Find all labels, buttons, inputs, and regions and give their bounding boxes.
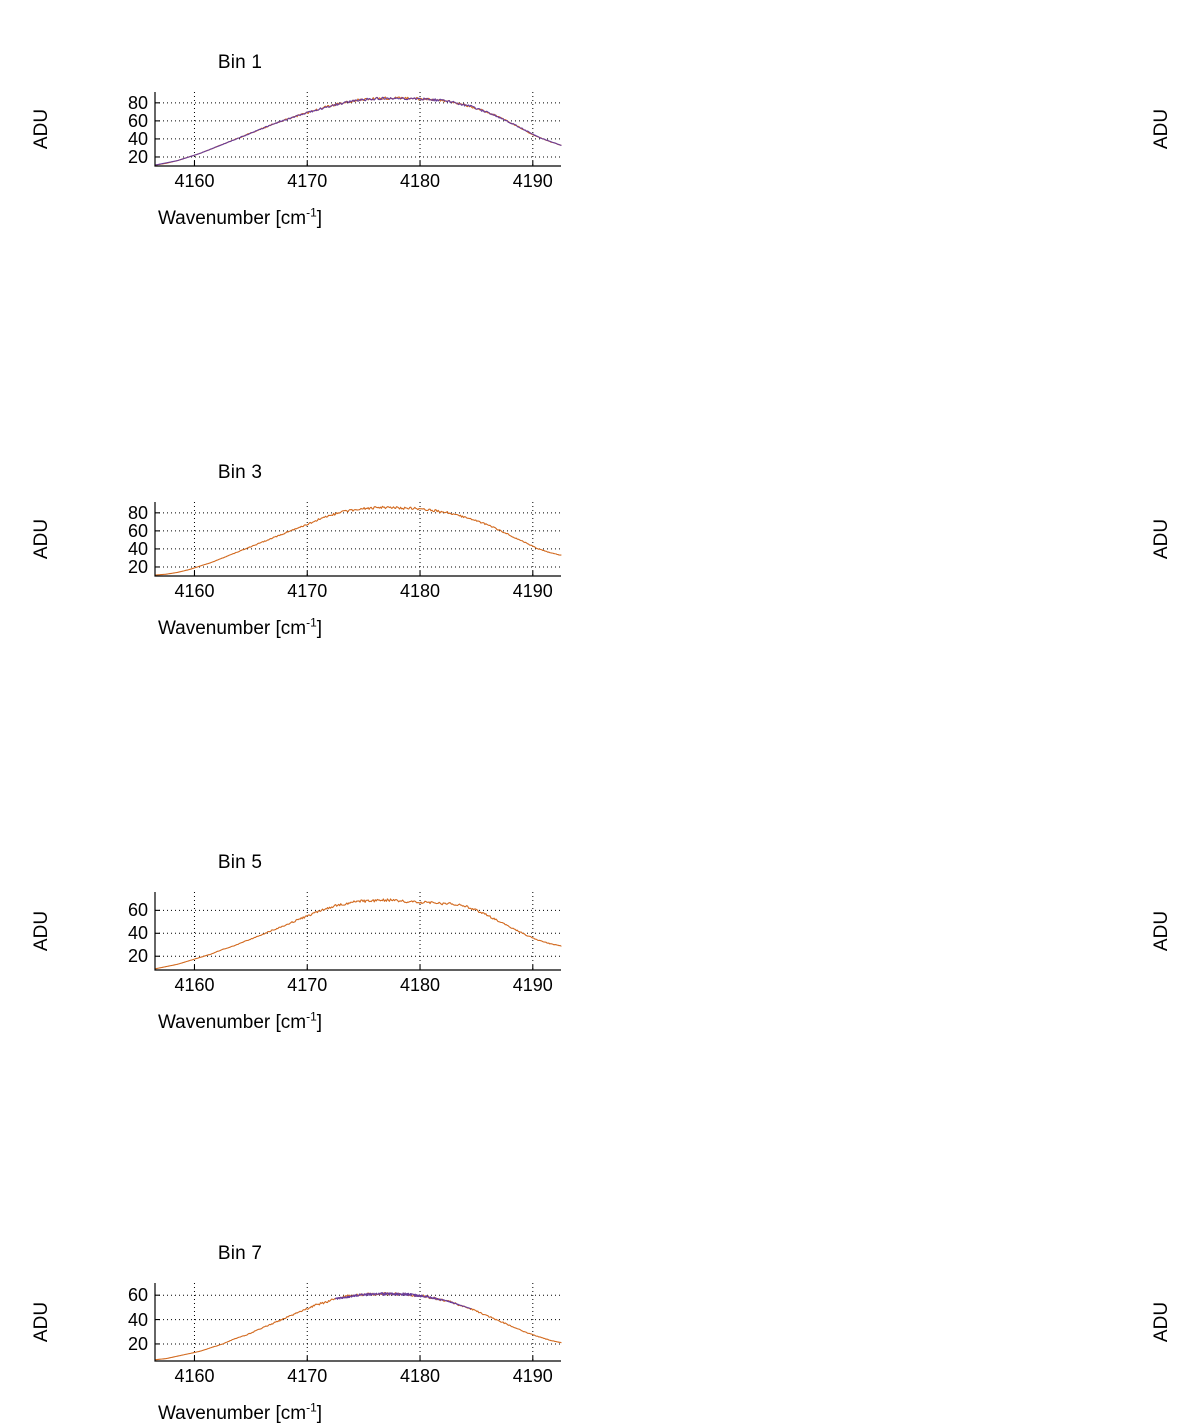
y-tick-label: 20 xyxy=(127,556,148,577)
x-tick-label: 4160 xyxy=(174,171,215,191)
plot-area xyxy=(154,1283,562,1362)
x-axis-label-bracket: ] xyxy=(316,1403,323,1424)
data-trace xyxy=(154,96,562,166)
x-tick-label: 4190 xyxy=(512,171,553,191)
x-axis-label-exponent: -1 xyxy=(306,615,317,630)
plot-panel-bin-3: Bin 3 ADU 20 40 60 80 4160 4170 4180 4190 Wavenumb… xyxy=(0,215,600,639)
y-tick-label: 40 xyxy=(127,538,148,559)
plot-area xyxy=(154,502,562,577)
plot-area xyxy=(154,92,562,167)
x-tick-label: 4170 xyxy=(287,581,328,601)
y-tick-label: 20 xyxy=(127,146,148,167)
y-tick-label: 80 xyxy=(127,502,148,523)
data-trace xyxy=(154,96,562,166)
y-tick-label: 40 xyxy=(127,128,148,149)
y-tick-label: 80 xyxy=(127,92,148,113)
plot-panel-bin-4: Bin 4ADU204060804160417041804190Wavenumb… xyxy=(600,215,1200,559)
plot-panel-bin-2: Bin 2ADU204060804160417041804190Wavenumb… xyxy=(600,0,1200,215)
plot-panel-bin-7: Bin 7 ADU 20 40 60 4160 4170 4180 4190 Wavenumber… xyxy=(0,605,600,1424)
x-axis-label-bracket: ] xyxy=(316,618,323,639)
x-axis-label: Wavenumber [cm-1] xyxy=(0,205,540,230)
x-axis-label-text: Wavenumber [cm xyxy=(157,618,307,639)
x-tick-label: 4190 xyxy=(512,581,553,601)
x-tick-label: 4160 xyxy=(174,581,215,601)
y-tick-label: 60 xyxy=(127,110,148,131)
plot-area xyxy=(600,0,1200,176)
plot-panel-bin-5: Bin 5 ADU 20 40 60 4160 4170 4180 4190 Wavenumber… xyxy=(0,410,600,1033)
x-axis-label: Wavenumber [cm-1] xyxy=(0,1400,540,1425)
panel-title: Bin 1 xyxy=(217,52,263,73)
x-tick-label: 4180 xyxy=(399,581,441,601)
data-trace xyxy=(154,1292,562,1361)
data-trace xyxy=(154,505,562,576)
x-axis-label-bracket: ] xyxy=(316,208,323,229)
panel-title: Bin 5 xyxy=(217,852,263,873)
x-tick-label: 4180 xyxy=(399,171,441,191)
x-axis-label-exponent: -1 xyxy=(306,1400,317,1415)
x-tick-label: 4170 xyxy=(287,171,328,191)
x-axis-label-text: Wavenumber [cm xyxy=(157,1403,307,1424)
plot-area xyxy=(600,605,1200,1371)
x-axis-label-text: Wavenumber [cm xyxy=(157,208,307,229)
plot-panel-bin-8: Bin 8ADU1020304160417041804190Wavenumber… xyxy=(600,605,1200,1342)
y-tick-label: 60 xyxy=(127,520,148,541)
plot-panel-bin-1: Bin 1 ADU 20 40 60 80 4160 4170 4180 4190 Wavenumb… xyxy=(0,0,600,229)
x-axis-label-exponent: -1 xyxy=(306,205,317,220)
x-axis-label: Wavenumber [cm-1] xyxy=(1060,1403,1200,1425)
axis-lines xyxy=(154,92,561,167)
x-axis-label: Wavenumber [cm-1] xyxy=(0,615,540,640)
panel-title: Bin 3 xyxy=(217,462,263,483)
axis-lines xyxy=(154,502,561,577)
plot-panel-bin-6: Bin 6ADU2040604160417041804190Wavenumber… xyxy=(600,410,1200,951)
